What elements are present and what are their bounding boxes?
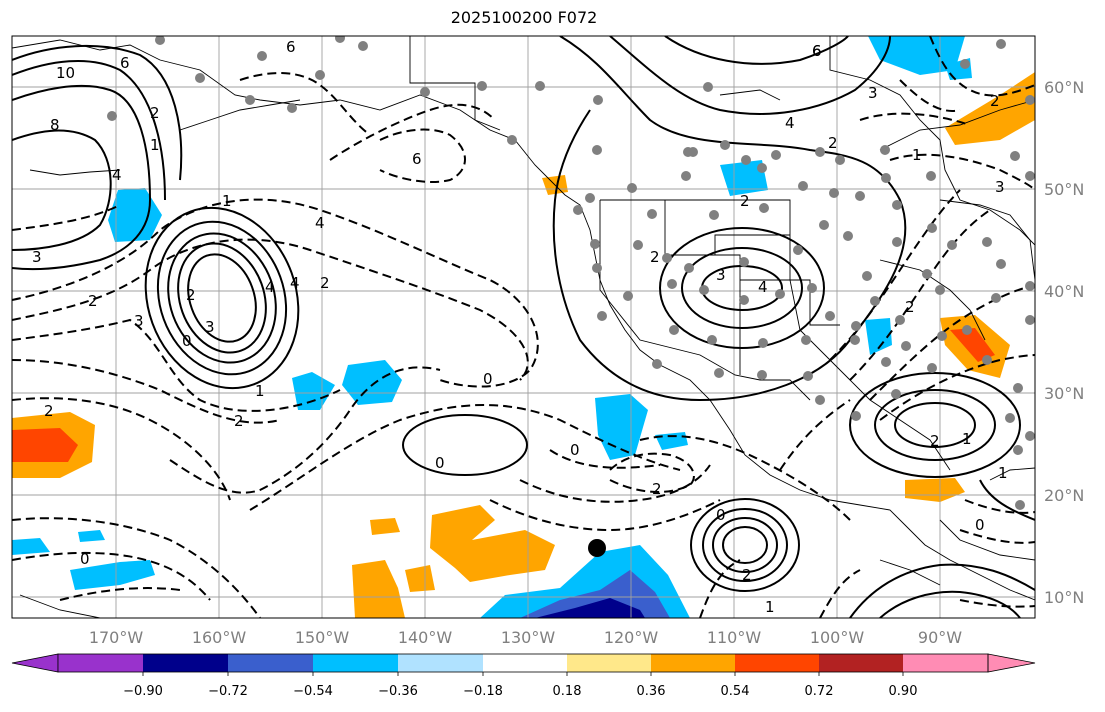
svg-text:2: 2: [930, 432, 940, 450]
lon-tick-label: 160°W: [192, 628, 247, 647]
station-marker: [588, 539, 606, 557]
contour-labels-dashed: 6 4 2 0 2 3 0 2 1 2 0 0 1 2 0 2 3 6 2 1 …: [44, 42, 1008, 616]
lat-tick-label: 10°N: [1044, 588, 1084, 607]
lon-tick-label: 130°W: [501, 628, 556, 647]
lat-tick-label: 40°N: [1044, 282, 1084, 301]
svg-text:1: 1: [962, 430, 972, 448]
colorbar-segment: [58, 654, 143, 672]
lon-tick-label: 110°W: [707, 628, 762, 647]
colorbar-segment: [483, 654, 567, 672]
svg-text:6: 6: [812, 42, 822, 60]
svg-text:6: 6: [412, 150, 422, 168]
graticule: [12, 36, 1035, 618]
svg-text:3: 3: [995, 178, 1005, 196]
lon-tick-label: 140°W: [398, 628, 453, 647]
svg-text:4: 4: [758, 278, 768, 296]
longitude-axis: 170°W 160°W 150°W 140°W 130°W 120°W 110°…: [89, 628, 962, 647]
svg-text:1: 1: [222, 192, 232, 210]
svg-text:2: 2: [44, 402, 54, 420]
lat-tick-label: 50°N: [1044, 180, 1084, 199]
svg-text:3: 3: [32, 248, 42, 266]
svg-text:0: 0: [570, 441, 580, 459]
svg-text:2: 2: [186, 286, 196, 304]
colorbar-segment: [651, 654, 735, 672]
colorbar-segment: [819, 654, 903, 672]
svg-text:0: 0: [483, 370, 493, 388]
svg-text:4: 4: [265, 278, 275, 296]
svg-text:6: 6: [812, 42, 822, 60]
anomaly-shading: [12, 36, 1035, 618]
svg-text:4: 4: [785, 114, 795, 132]
lat-tick-label: 60°N: [1044, 78, 1084, 97]
svg-text:2: 2: [650, 248, 660, 266]
colorbar-tick-label: −0.54: [293, 684, 333, 699]
lat-tick-label: 30°N: [1044, 384, 1084, 403]
station-dots: [107, 36, 1035, 510]
svg-text:4: 4: [315, 214, 325, 232]
svg-text:8: 8: [50, 116, 60, 134]
svg-text:6: 6: [120, 54, 130, 72]
lon-tick-label: 100°W: [810, 628, 865, 647]
colorbar-tick-label: 0.18: [553, 684, 582, 699]
colorbar: −0.90 −0.72 −0.54 −0.36 −0.18 0.18 0.36 …: [11, 653, 1036, 699]
colorbar-segment: [735, 654, 819, 672]
colorbar-segment: [567, 654, 651, 672]
svg-text:0: 0: [716, 506, 726, 524]
colorbar-tick-label: 0.54: [721, 684, 750, 699]
svg-text:4: 4: [112, 166, 122, 184]
svg-text:2: 2: [150, 104, 160, 122]
colorbar-low-extension: [11, 653, 59, 673]
svg-text:2: 2: [742, 566, 752, 584]
svg-text:2: 2: [320, 274, 330, 292]
svg-text:2: 2: [234, 412, 244, 430]
svg-text:1: 1: [912, 146, 922, 164]
colorbar-segment: [903, 654, 988, 672]
lon-tick-label: 90°W: [918, 628, 962, 647]
svg-text:3: 3: [868, 84, 878, 102]
svg-text:2: 2: [905, 298, 915, 316]
svg-text:1: 1: [150, 136, 160, 154]
colorbar-segment: [313, 654, 398, 672]
svg-text:0: 0: [182, 332, 192, 350]
svg-text:1: 1: [765, 598, 775, 616]
lon-tick-label: 120°W: [604, 628, 659, 647]
colorbar-tick-label: −0.72: [208, 684, 248, 699]
lon-tick-label: 170°W: [89, 628, 144, 647]
svg-text:3: 3: [205, 318, 215, 336]
svg-text:2: 2: [990, 92, 1000, 110]
svg-text:4: 4: [290, 274, 300, 292]
colorbar-segment: [143, 654, 228, 672]
colorbar-tick-label: −0.18: [463, 684, 503, 699]
colorbar-segment: [228, 654, 313, 672]
svg-text:1: 1: [998, 464, 1008, 482]
colorbar-tick-label: 0.72: [805, 684, 834, 699]
colorbar-segment: [398, 654, 483, 672]
svg-text:0: 0: [80, 550, 90, 568]
dashed-contours: [12, 36, 1035, 618]
svg-text:6: 6: [286, 38, 296, 56]
svg-text:0: 0: [975, 516, 985, 534]
contour-labels-solid: 10 8 6 4 2 1 3 4 6 4 3 2 2 4 3 6 4 3 2 1…: [32, 38, 972, 584]
colorbar-tick-label: 0.36: [637, 684, 666, 699]
svg-text:2: 2: [828, 134, 838, 152]
lon-tick-label: 150°W: [295, 628, 350, 647]
colorbar-tick-label: −0.36: [378, 684, 418, 699]
svg-text:3: 3: [134, 312, 144, 330]
svg-text:2: 2: [740, 192, 750, 210]
latitude-axis: 60°N 50°N 40°N 30°N 20°N 10°N: [1044, 78, 1084, 607]
map-frame: [11, 35, 1036, 619]
svg-text:10: 10: [56, 64, 75, 82]
svg-text:0: 0: [435, 454, 445, 472]
svg-text:2: 2: [88, 292, 98, 310]
svg-text:1: 1: [255, 382, 265, 400]
colorbar-tick-label: −0.90: [123, 684, 163, 699]
svg-text:2: 2: [652, 480, 662, 498]
map-title: 2025100200 F072: [450, 8, 598, 27]
colorbar-high-extension: [987, 653, 1036, 673]
svg-text:3: 3: [716, 266, 726, 284]
lat-tick-label: 20°N: [1044, 486, 1084, 505]
map-area: [12, 36, 1035, 618]
colorbar-tick-label: 0.90: [889, 684, 918, 699]
